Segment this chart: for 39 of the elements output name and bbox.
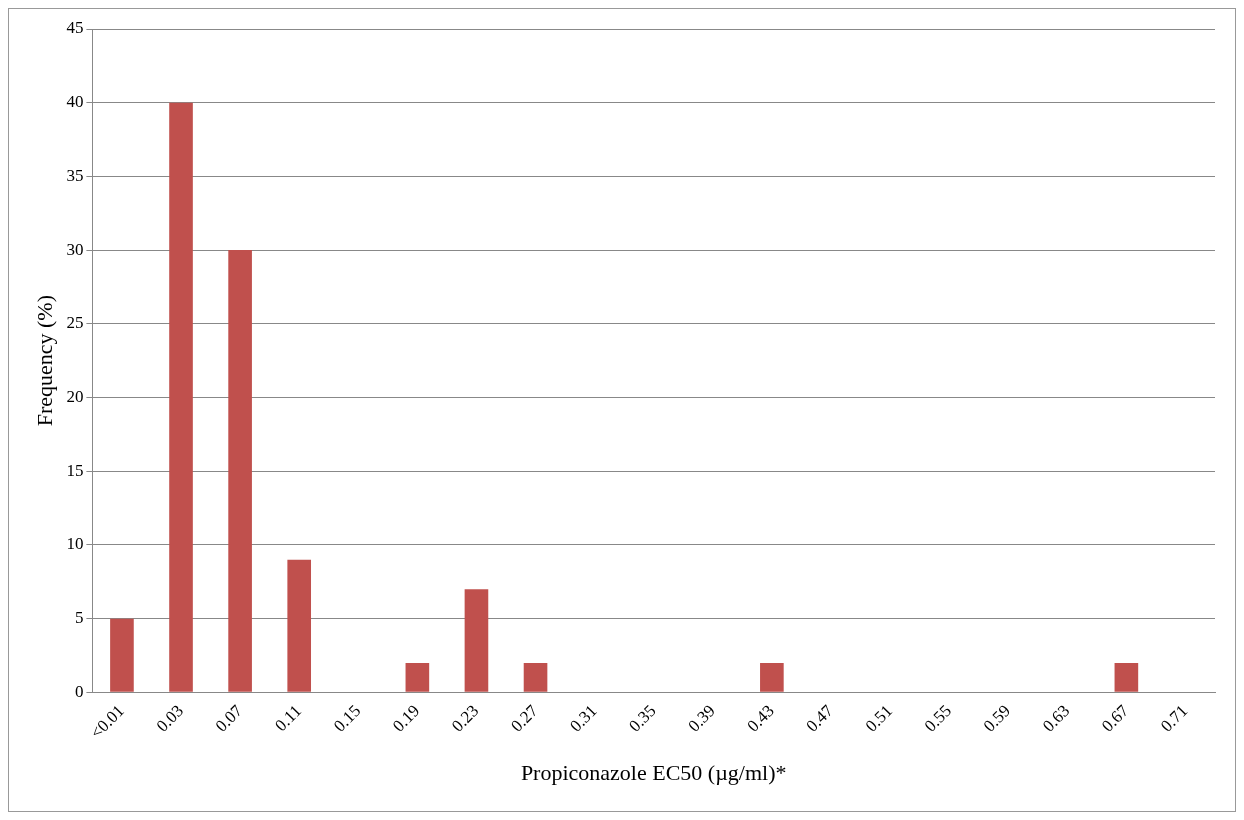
- x-tick-label: 0.71: [1156, 701, 1192, 736]
- bar: [228, 250, 252, 692]
- y-tick-label: 40: [66, 92, 84, 112]
- x-tick-label: 0.23: [447, 701, 483, 736]
- x-tick-label: 0.67: [1097, 700, 1133, 736]
- bar: [1114, 662, 1139, 692]
- bar: [760, 662, 784, 692]
- x-tick-label: 0.19: [388, 701, 424, 736]
- y-tick-label: 0: [74, 681, 84, 701]
- x-tick-label: 0.15: [329, 701, 365, 736]
- x-tick-label: 0.07: [211, 700, 247, 736]
- bar: [523, 662, 548, 692]
- y-tick-label: 45: [66, 18, 84, 38]
- x-tick-label: 0.51: [861, 701, 897, 736]
- x-tick-label: 0.43: [743, 701, 778, 736]
- x-tick-label: 0.39: [684, 701, 719, 736]
- x-tick-label: 0.47: [802, 700, 838, 736]
- x-tick-label: 0.03: [152, 701, 188, 736]
- x-tick-label: 0.55: [920, 701, 956, 736]
- x-tick-label: 0.35: [625, 701, 660, 736]
- x-axis-title: Propiconazole EC50 (µg/ml)*: [520, 759, 787, 785]
- bar: [464, 589, 489, 692]
- x-tick-label: 0.31: [566, 701, 601, 736]
- bar: [110, 618, 134, 692]
- y-tick-label: 30: [66, 239, 84, 259]
- y-tick-label: 10: [66, 534, 84, 554]
- y-tick-label: 35: [66, 165, 84, 185]
- x-tick-label: 0.59: [979, 701, 1015, 736]
- x-tick-label: 0.63: [1038, 701, 1074, 736]
- x-tick-label: 0.27: [507, 700, 542, 736]
- x-tick-label: 0.11: [271, 701, 306, 736]
- bar: [405, 662, 430, 692]
- bar: [287, 559, 312, 692]
- y-tick-label: 5: [74, 608, 84, 628]
- bar: [169, 102, 193, 692]
- y-tick-label: 15: [66, 460, 84, 480]
- y-tick-label: 20: [66, 387, 84, 406]
- y-tick-label: 25: [66, 313, 84, 333]
- y-axis-title: Frequency (%): [31, 295, 57, 427]
